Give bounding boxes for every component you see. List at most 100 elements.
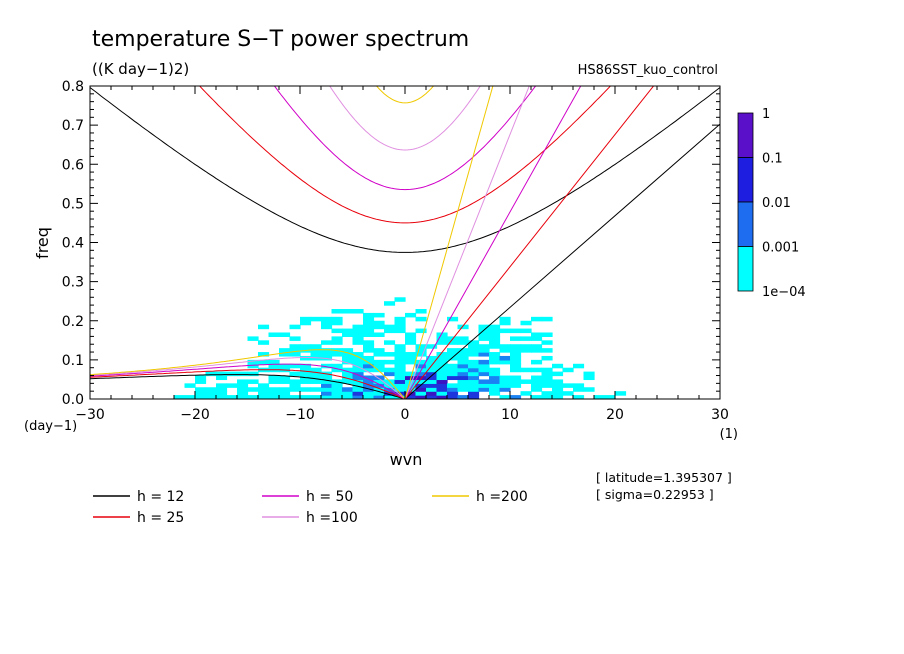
power-cell — [184, 383, 196, 388]
power-cell — [405, 340, 417, 345]
power-cell — [352, 309, 364, 314]
gravity-curve — [90, 87, 720, 253]
power-cell — [237, 387, 249, 392]
power-cell — [468, 379, 480, 384]
power-cell — [499, 344, 511, 349]
power-cell — [373, 391, 385, 396]
power-cell — [520, 367, 532, 373]
power-cell — [436, 340, 448, 345]
power-cell — [541, 395, 553, 399]
power-cell — [373, 352, 385, 357]
colorbar-swatch — [737, 112, 754, 158]
power-cell — [373, 348, 385, 353]
power-cell — [541, 355, 553, 361]
power-cell — [405, 332, 417, 337]
power-cell — [363, 391, 375, 396]
power-cell — [552, 387, 564, 392]
power-cell — [373, 324, 385, 330]
power-cell — [321, 383, 333, 388]
power-cell — [310, 316, 322, 322]
power-cell — [447, 367, 459, 373]
power-cell — [268, 395, 280, 399]
power-cell — [415, 309, 427, 314]
power-cell — [478, 324, 490, 330]
power-cell — [373, 320, 385, 326]
power-cell — [552, 391, 564, 396]
power-cell — [300, 320, 312, 326]
power-cell — [436, 352, 448, 357]
power-cell — [447, 391, 459, 396]
power-cell — [489, 332, 501, 337]
power-cell — [216, 383, 228, 388]
power-cell — [195, 387, 207, 392]
power-cell — [415, 348, 427, 353]
power-cell — [321, 395, 333, 399]
x-tick-label: 20 — [606, 407, 624, 423]
power-cell — [604, 395, 616, 399]
power-cell — [300, 371, 312, 377]
power-cell — [510, 352, 522, 357]
power-cell — [216, 395, 228, 399]
power-cell — [478, 363, 490, 369]
power-cell — [573, 395, 585, 399]
power-cell — [363, 324, 375, 330]
colorbar-swatch — [737, 246, 754, 292]
colorbar-label: 0.1 — [762, 152, 783, 167]
power-cell — [394, 316, 406, 322]
power-cell — [468, 375, 480, 381]
power-cell — [363, 387, 375, 392]
power-cell — [321, 375, 333, 381]
power-cell — [331, 367, 343, 373]
power-cell — [489, 383, 501, 388]
y-unit-label: (day−1) — [24, 419, 77, 434]
power-cell — [342, 379, 354, 384]
power-cell — [520, 344, 532, 349]
power-cell — [478, 379, 490, 384]
power-cell — [289, 348, 301, 353]
power-cell — [342, 371, 354, 377]
power-cell — [373, 383, 385, 388]
power-cell — [352, 395, 364, 399]
power-cell — [237, 391, 249, 396]
power-cell — [457, 340, 469, 345]
power-cell — [436, 375, 448, 381]
power-cell — [352, 352, 364, 357]
legend-entry: h =200 — [476, 489, 528, 505]
power-cell — [331, 328, 343, 334]
power-cell — [363, 395, 375, 399]
power-cell — [499, 355, 511, 361]
power-cell — [415, 359, 427, 365]
y-tick-label: 0.3 — [62, 275, 84, 291]
power-cell — [342, 355, 354, 361]
power-cell — [394, 297, 406, 302]
power-cell — [436, 336, 448, 341]
power-cell — [258, 352, 270, 357]
power-cell — [405, 355, 417, 361]
power-cell — [510, 375, 522, 381]
chart-title: temperature S−T power spectrum — [92, 27, 469, 52]
power-cell — [531, 375, 543, 381]
rossby-curve — [90, 363, 406, 399]
power-cell — [363, 328, 375, 334]
power-cell — [499, 328, 511, 334]
power-cell — [216, 375, 228, 381]
power-cell — [394, 387, 406, 392]
power-cell — [531, 387, 543, 392]
power-cell — [405, 391, 417, 396]
power-cell — [331, 387, 343, 392]
power-cell — [321, 391, 333, 396]
power-cell — [300, 379, 312, 384]
y-tick-label: 0.1 — [62, 353, 84, 369]
power-cell — [520, 320, 532, 326]
rossby-curve — [90, 369, 406, 399]
power-cell — [331, 363, 343, 369]
power-cell — [531, 395, 543, 399]
power-cell — [436, 387, 448, 392]
power-cell — [510, 344, 522, 349]
power-cell — [289, 363, 301, 369]
power-cell — [468, 391, 480, 396]
power-cell — [373, 332, 385, 337]
power-cell — [289, 336, 301, 341]
power-cell — [489, 379, 501, 384]
power-cell — [373, 367, 385, 373]
